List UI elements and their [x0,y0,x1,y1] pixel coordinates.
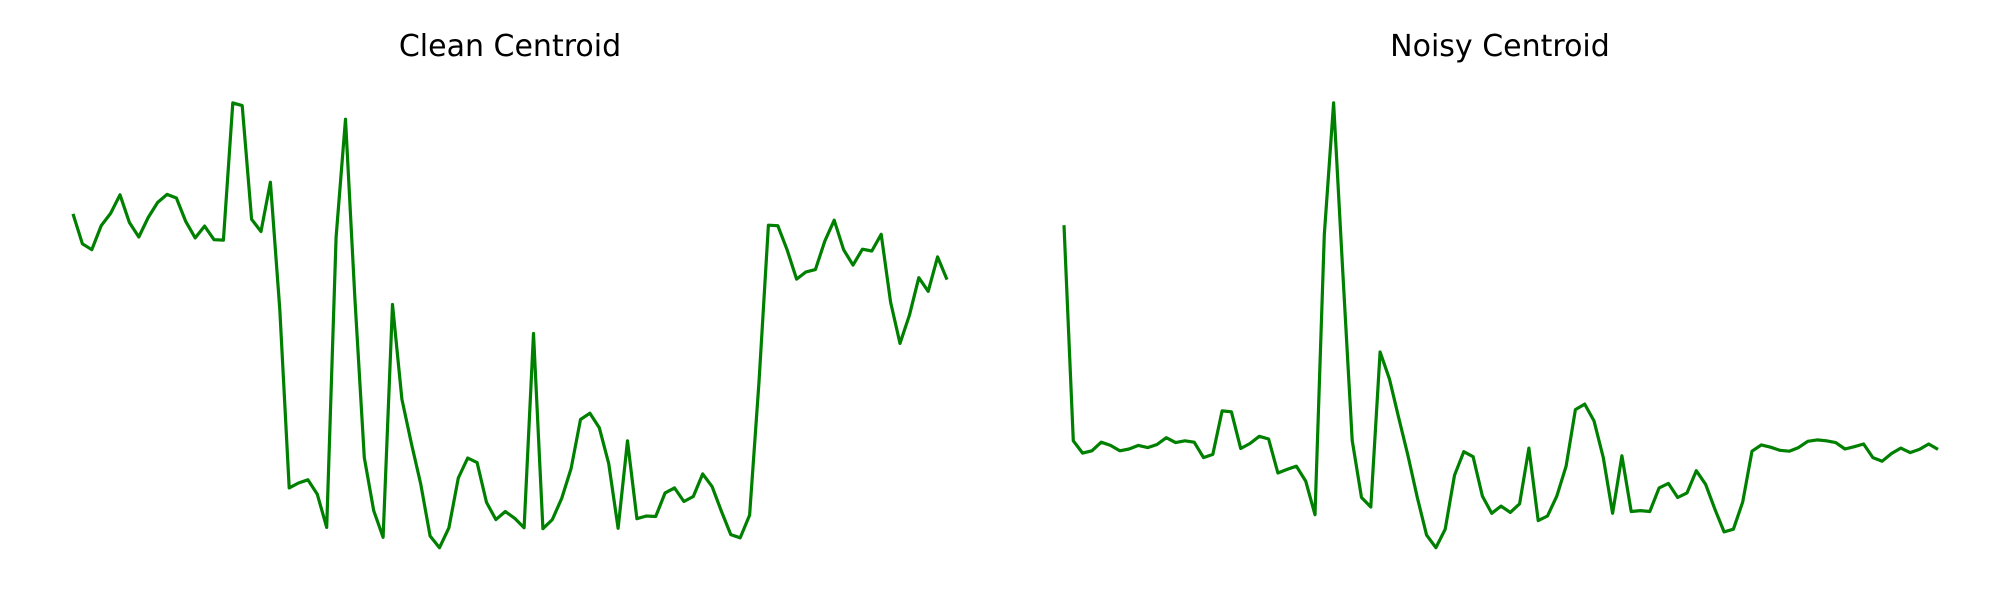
chart-title-noisy: Noisy Centroid [1390,29,1610,64]
series-line-clean [71,101,949,550]
chart-noisy-centroid: Noisy Centroid [1062,29,1939,550]
plot-area-clean [71,101,949,550]
chart-title-clean: Clean Centroid [399,29,621,64]
series-line-noisy [1062,101,1939,550]
plot-area-noisy [1062,101,1939,550]
chart-clean-centroid: Clean Centroid [71,29,949,550]
